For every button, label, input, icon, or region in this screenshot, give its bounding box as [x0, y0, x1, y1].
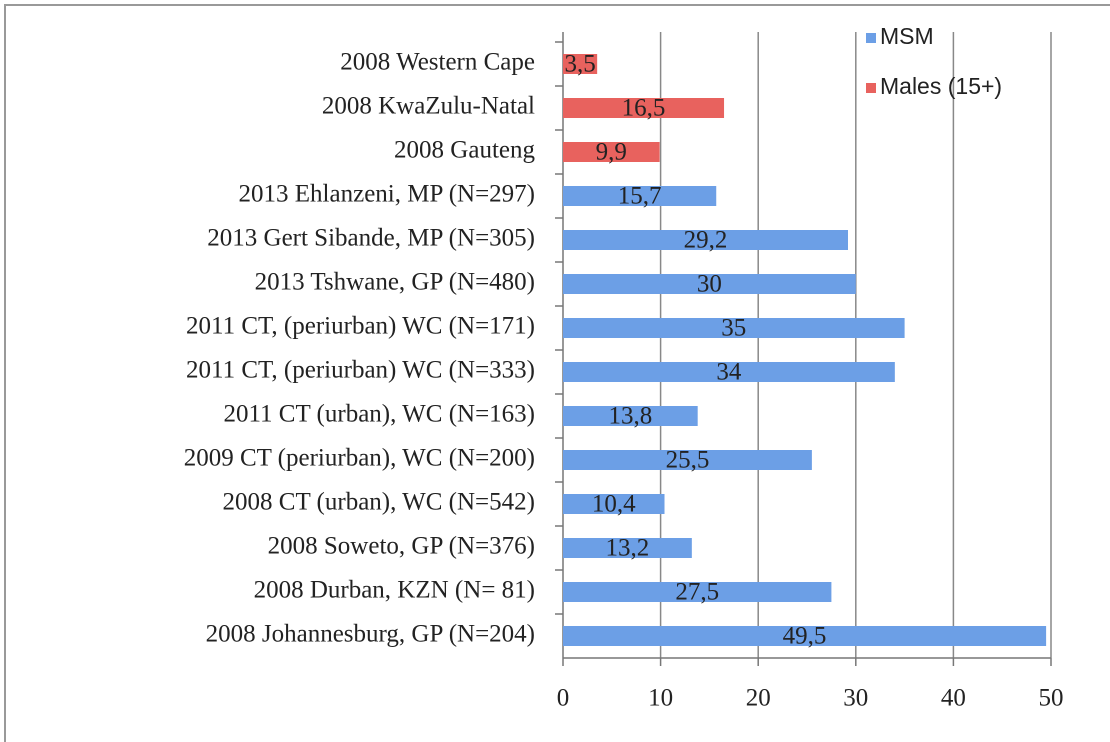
y-tick-label: 2008 Gauteng: [394, 137, 535, 164]
bar: [563, 406, 698, 426]
legend-swatch: [866, 33, 876, 43]
y-tick-label: 2013 Ehlanzeni, MP (N=297): [239, 181, 535, 208]
bar: [563, 626, 1047, 646]
x-tick-label: 20: [746, 685, 771, 712]
x-tick-label: 40: [941, 685, 966, 712]
data-label: 16,5: [622, 95, 666, 122]
bar: [563, 362, 895, 382]
bar: [563, 494, 665, 514]
x-tick-label: 30: [843, 685, 868, 712]
bar: [563, 318, 905, 338]
legend-label: Males (15+): [880, 73, 1002, 99]
y-tick-label: 2008 Western Cape: [340, 49, 535, 76]
data-label: 25,5: [666, 447, 710, 474]
data-label: 13,2: [606, 535, 650, 562]
data-label: 15,7: [618, 183, 662, 210]
frame: [4, 4, 1110, 742]
y-tick-label: 2013 Tshwane, GP (N=480): [255, 269, 535, 296]
data-label: 27,5: [675, 579, 719, 606]
data-label: 10,4: [592, 491, 636, 518]
bar: [563, 274, 856, 294]
y-tick-label: 2008 CT (urban), WC (N=542): [223, 489, 535, 516]
y-tick-label: 2008 KwaZulu-Natal: [322, 93, 535, 120]
y-tick-label: 2008 Johannesburg, GP (N=204): [206, 621, 535, 648]
bar: [563, 538, 692, 558]
data-label: 3,5: [564, 51, 595, 78]
bar: [563, 582, 832, 602]
y-tick-label: 2008 Durban, KZN (N= 81): [254, 577, 535, 604]
data-label: 49,5: [783, 623, 827, 650]
y-tick-label: 2011 CT (urban), WC (N=163): [223, 401, 535, 428]
bar: [563, 54, 598, 74]
legend-swatch: [866, 83, 876, 93]
y-tick-label: 2009 CT (periurban), WC (N=200): [184, 445, 535, 472]
x-tick-label: 10: [648, 685, 673, 712]
data-label: 9,9: [596, 139, 627, 166]
y-tick-label: 2008 Soweto, GP (N=376): [268, 533, 535, 560]
y-tick-label: 2011 CT, (periurban) WC (N=333): [186, 357, 535, 384]
x-tick-label: 50: [1039, 685, 1064, 712]
bar: [563, 186, 717, 206]
x-tick-label: 0: [557, 685, 570, 712]
data-label: 34: [716, 359, 742, 386]
bar: [563, 142, 660, 162]
data-label: 13,8: [608, 403, 652, 430]
y-tick-label: 2013 Gert Sibande, MP (N=305): [207, 225, 535, 252]
bar: [563, 230, 848, 250]
data-label: 29,2: [684, 227, 728, 254]
y-tick-label: 2011 CT, (periurban) WC (N=171): [186, 313, 535, 340]
bar: [563, 450, 812, 470]
data-label: 30: [697, 271, 722, 298]
legend-label: MSM: [880, 23, 934, 49]
data-label: 35: [721, 315, 746, 342]
bar: [563, 98, 725, 118]
